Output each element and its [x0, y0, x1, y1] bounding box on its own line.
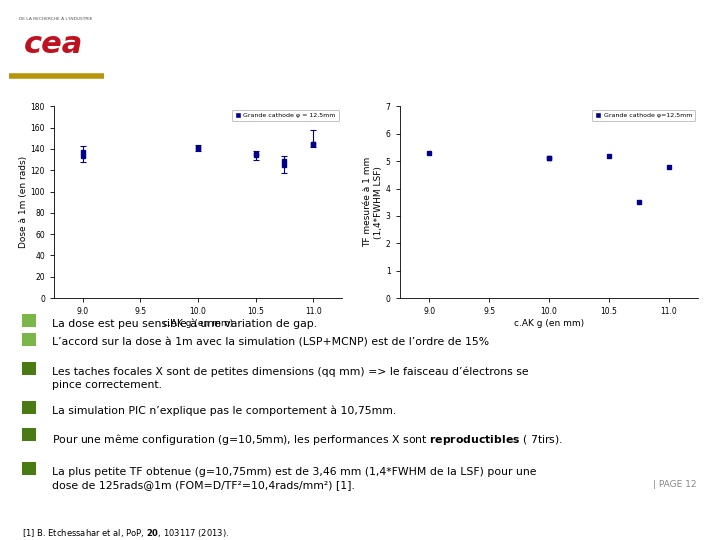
Text: [1] B. Etchessahar et al, PoP, $\bf{20}$, 103117 (2013).: [1] B. Etchessahar et al, PoP, $\bf{20}$…: [22, 527, 229, 539]
X-axis label: c.AK g (en mm): c.AK g (en mm): [163, 319, 233, 328]
Text: La dose est peu sensible à une variation de gap.: La dose est peu sensible à une variation…: [52, 319, 317, 329]
Bar: [22, 362, 36, 375]
Text: La plus petite TF obtenue (g=10,75mm) est de 3,46 mm (1,4*FWHM de la LSF) pour u: La plus petite TF obtenue (g=10,75mm) es…: [52, 467, 536, 490]
Text: cea: cea: [24, 30, 84, 59]
X-axis label: c.AK g (en mm): c.AK g (en mm): [514, 319, 584, 328]
Text: L’accord sur la dose à 1m avec la simulation (LSP+MCNP) est de l’ordre de 15%: L’accord sur la dose à 1m avec la simula…: [52, 338, 489, 348]
Text: | PAGE 12: | PAGE 12: [654, 480, 697, 489]
Bar: [22, 462, 36, 475]
Y-axis label: TF mesurée à 1 mm
(1,4*FWHM LSF): TF mesurée à 1 mm (1,4*FWHM LSF): [364, 157, 383, 247]
Bar: [22, 314, 36, 327]
Text: Pour une même configuration (g=10,5mm), les performances X sont $\bf{reproductib: Pour une même configuration (g=10,5mm), …: [52, 433, 563, 447]
FancyBboxPatch shape: [0, 3, 115, 90]
Text: La simulation PIC n’explique pas le comportement à 10,75mm.: La simulation PIC n’explique pas le comp…: [52, 405, 396, 416]
Text: DE LA RECHERCHE À L'INDUSTRIE: DE LA RECHERCHE À L'INDUSTRIE: [19, 17, 92, 21]
Bar: [22, 333, 36, 346]
Text: Les taches focales X sont de petites dimensions (qq mm) => le faisceau d’électro: Les taches focales X sont de petites dim…: [52, 366, 528, 390]
Legend: Grande cathode φ = 12,5mm: Grande cathode φ = 12,5mm: [232, 110, 339, 121]
Bar: [22, 428, 36, 441]
Y-axis label: Dose à 1m (en rads): Dose à 1m (en rads): [19, 156, 27, 248]
Bar: [22, 401, 36, 414]
Text: « GRANDE CATHODE »: « GRANDE CATHODE »: [119, 62, 334, 79]
Legend: Grande cathode φ=12,5mm: Grande cathode φ=12,5mm: [592, 110, 696, 121]
Text: PERFORMANCES RADIOGRAPHIQUES DE LA DIODE: PERFORMANCES RADIOGRAPHIQUES DE LA DIODE: [119, 21, 608, 39]
